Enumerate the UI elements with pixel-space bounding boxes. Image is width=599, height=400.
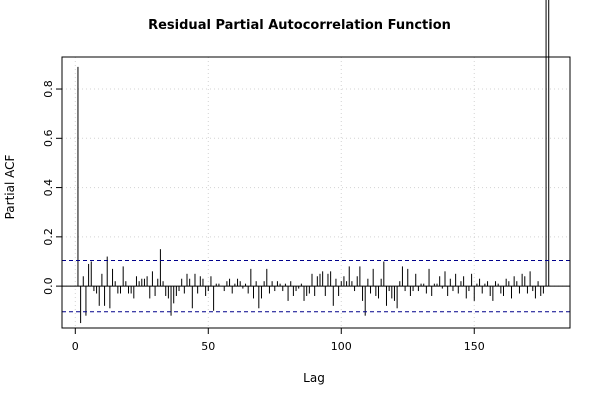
y-tick-label-2: 0.4 xyxy=(42,179,55,197)
y-tick-label-1: 0.2 xyxy=(42,228,55,246)
y-tick-label-4: 0.8 xyxy=(42,80,55,98)
y-tick-label-3: 0.6 xyxy=(42,130,55,148)
plot-frame xyxy=(61,56,571,329)
y-tick-label-0: 0.0 xyxy=(42,277,55,295)
y-axis-label: Partial ACF xyxy=(3,155,17,220)
x-tick-label-0: 0 xyxy=(72,340,79,353)
pacf-spikes xyxy=(77,0,550,324)
x-tick-label-1: 50 xyxy=(201,340,215,353)
x-tick-label-3: 150 xyxy=(464,340,485,353)
grid xyxy=(62,57,570,328)
x-axis-label: Lag xyxy=(303,371,325,385)
x-tick-label-2: 100 xyxy=(331,340,352,353)
y-axis: 0.0 0.2 0.4 0.6 0.8 xyxy=(42,80,63,295)
chart-title: Residual Partial Autocorrelation Functio… xyxy=(148,18,451,33)
x-axis: 0 50 100 150 xyxy=(72,327,485,353)
